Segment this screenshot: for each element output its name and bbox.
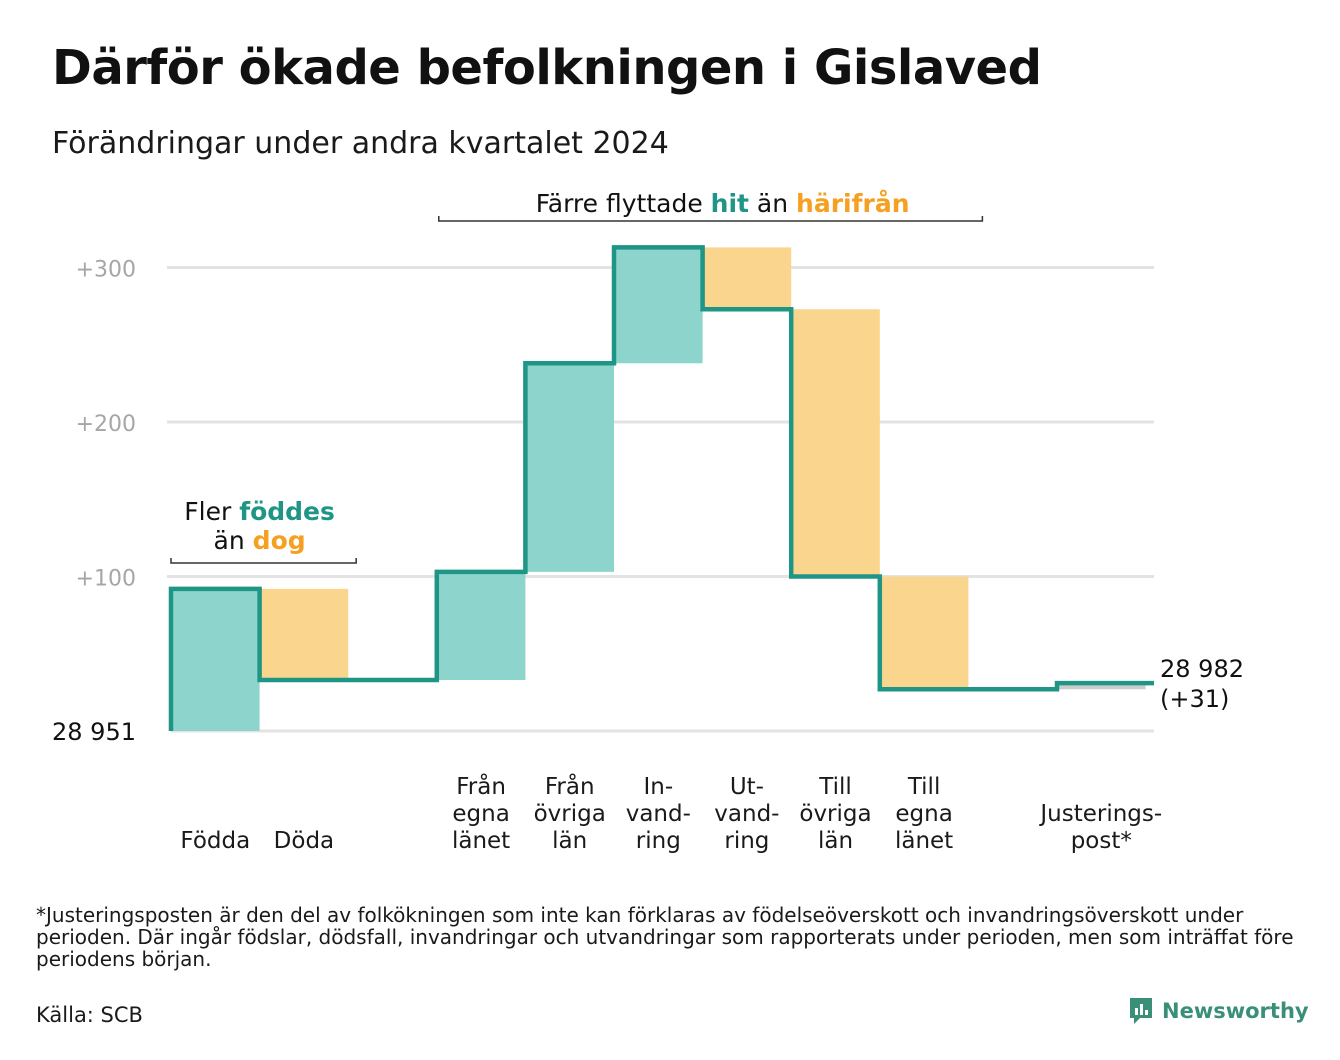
bar-från-egna-länet: [436, 571, 526, 681]
bar-till-övriga-län: [791, 309, 880, 577]
category-label: egna: [452, 801, 509, 827]
bar-från-övriga-län: [525, 363, 614, 572]
category-label: övriga: [534, 801, 606, 827]
brand-name: Newsworthy: [1162, 999, 1309, 1023]
newsworthy-logo-icon: [1130, 998, 1152, 1024]
category-label: Födda: [180, 828, 250, 854]
end-change-label: (+31): [1160, 685, 1229, 713]
category-label: Döda: [274, 828, 334, 854]
category-label: länet: [895, 828, 953, 854]
annotation-births-bracket: [170, 558, 357, 564]
footnote: *Justeringsposten är den del av folkökni…: [36, 903, 1294, 971]
chart-title: Därför ökade befolkningen i Gislaved: [52, 40, 1042, 96]
category-label: In-: [643, 774, 673, 800]
category-label: Justerings-: [1038, 801, 1162, 827]
y-tick-label: +200: [76, 412, 136, 437]
annotation-births-line1: Fler föddes: [184, 497, 335, 526]
category-label: vand-: [626, 801, 691, 827]
annotation-moves-bracket: [438, 216, 984, 222]
category-label: egna: [895, 801, 952, 827]
end-value-label: 28 982: [1160, 655, 1244, 683]
annotation-births-line2: än dog: [214, 526, 306, 555]
annotation-span-orange: dog: [253, 526, 306, 555]
category-label: län: [552, 828, 587, 854]
start-value-label: 28 951: [52, 718, 136, 746]
y-tick-label: +300: [76, 258, 136, 283]
category-label: Från: [456, 772, 506, 800]
category-label: länet: [452, 828, 510, 854]
category-label: Till: [907, 774, 941, 800]
category-label: övriga: [799, 801, 871, 827]
running-total-line: [168, 245, 1154, 731]
annotation-span-plain: Färre flyttade: [536, 189, 711, 218]
annotation-moves-line1: Färre flyttade hit än härifrån: [536, 189, 910, 218]
grid-lines: +100 +200 +300: [76, 258, 1154, 733]
bar-döda: [259, 588, 349, 681]
bars: [171, 247, 1146, 731]
bar-justeringspost: [1057, 683, 1146, 690]
annotation-span-plain: än: [214, 526, 253, 555]
category-label: Ut-: [730, 774, 764, 800]
y-tick-label: +100: [76, 567, 136, 592]
source-note: Källa: SCB: [36, 1003, 143, 1027]
category-label: post*: [1071, 828, 1132, 854]
running-total-polyline: [168, 245, 1154, 731]
chart-subtitle: Förändringar under andra kvartalet 2024: [52, 126, 669, 161]
waterfall-chart: +100+200+300 Födda DödaFrånegnalänetFrånö…: [52, 189, 1244, 854]
annotation-span-plain: än: [749, 189, 796, 218]
brand-logo: Newsworthy: [1128, 996, 1309, 1026]
bar-födda: [171, 588, 260, 731]
axis-labels: Födda DödaFrånegnalänetFrånövrigalänIn-va…: [52, 655, 1244, 854]
annotation-span-orange: härifrån: [796, 189, 909, 218]
bar-till-egna-länet: [879, 576, 969, 690]
category-label: vand-: [714, 801, 779, 827]
category-label: Till: [818, 774, 852, 800]
category-label: ring: [636, 828, 681, 854]
category-label: län: [818, 828, 853, 854]
annotation-span-teal: hit: [711, 189, 749, 218]
bar-utvandring: [702, 247, 792, 310]
category-label: ring: [724, 828, 769, 854]
annotation-span-plain: Fler: [184, 497, 239, 526]
annotation-span-teal: föddes: [239, 497, 335, 526]
category-label: Från: [545, 772, 595, 800]
bar-invandring: [614, 247, 703, 364]
